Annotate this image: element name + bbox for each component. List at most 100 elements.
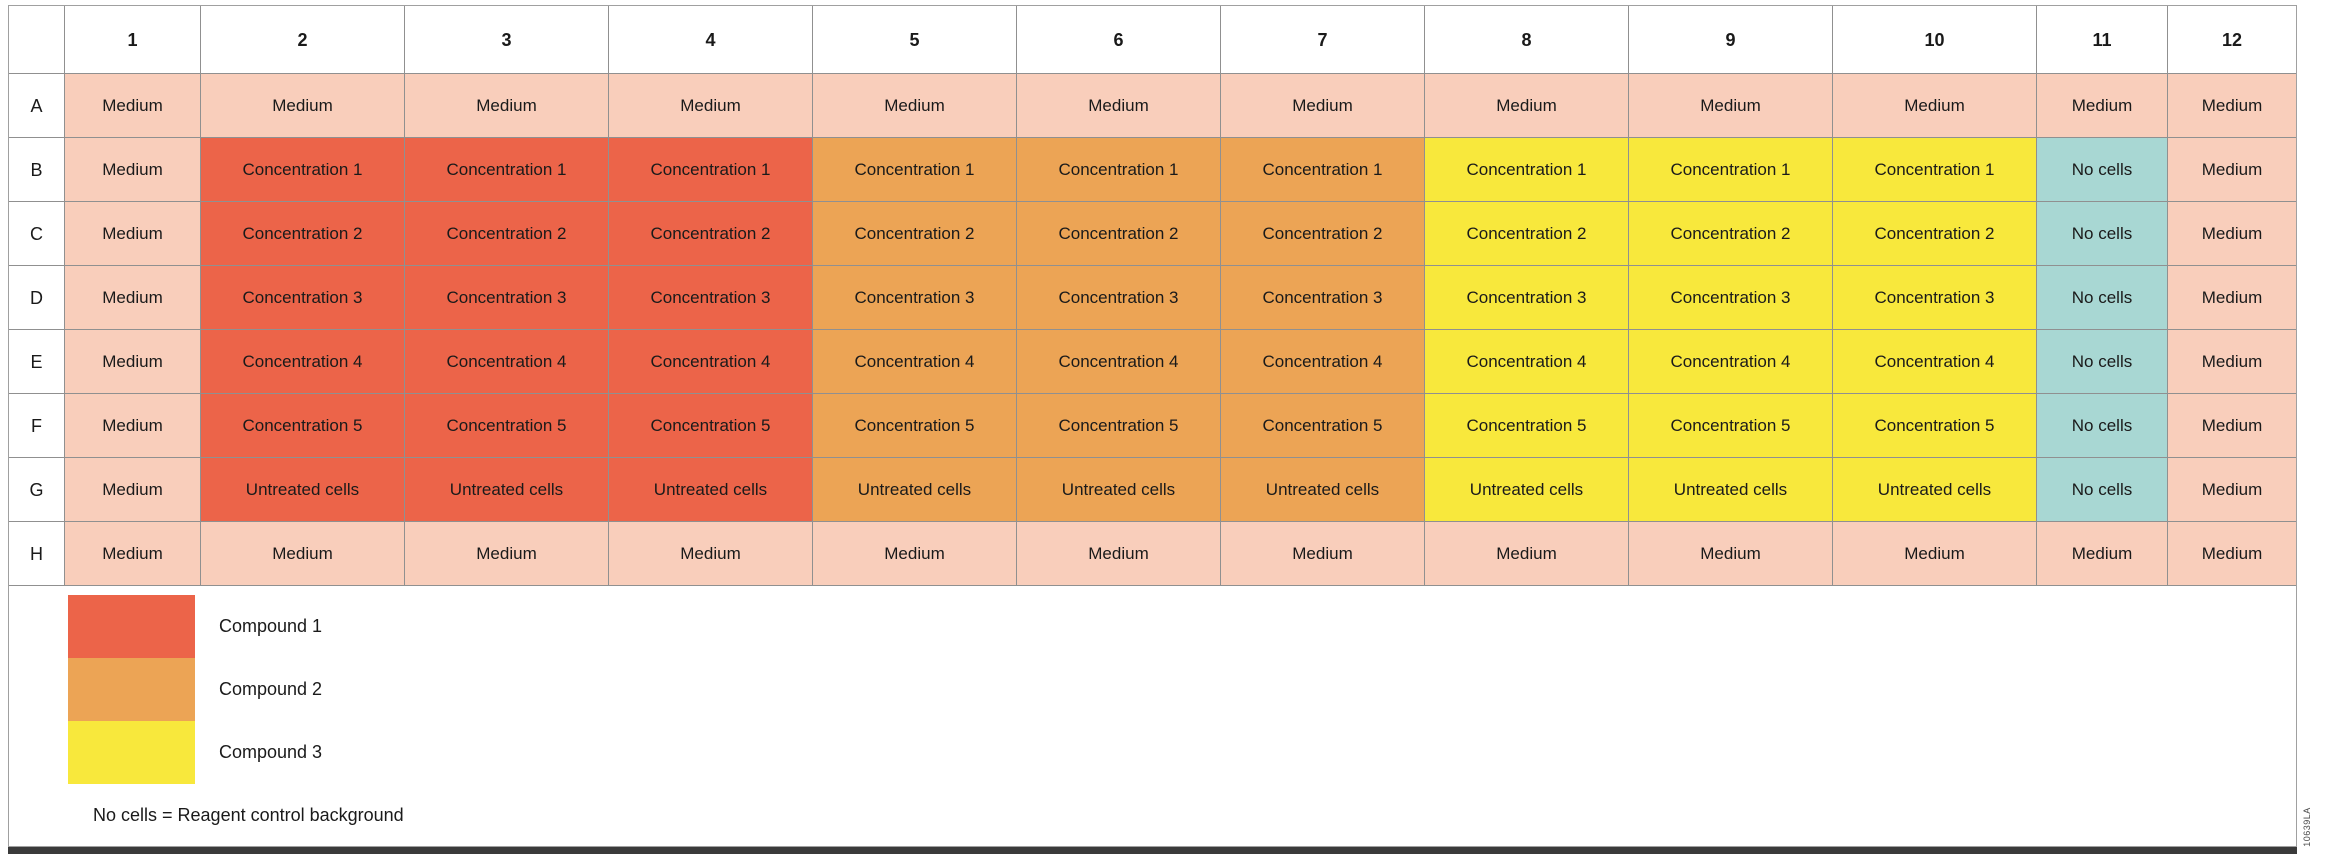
well-cell: Medium [1629, 522, 1832, 585]
row-header: F [9, 394, 64, 457]
well-cell: Concentration 2 [405, 202, 608, 265]
legend-swatch [68, 595, 195, 658]
legend-item: Compound 2 [68, 658, 322, 721]
well-cell: Concentration 1 [1221, 138, 1424, 201]
well-cell: Medium [1629, 74, 1832, 137]
well-cell: Untreated cells [1629, 458, 1832, 521]
well-cell: Medium [1833, 522, 2036, 585]
well-cell: Medium [405, 74, 608, 137]
well-cell: Concentration 4 [1221, 330, 1424, 393]
well-cell: No cells [2037, 330, 2167, 393]
row-header: C [9, 202, 64, 265]
well-cell: Medium [2037, 522, 2167, 585]
well-cell: Concentration 4 [813, 330, 1016, 393]
legend-swatch [68, 721, 195, 784]
well-cell: Medium [813, 74, 1016, 137]
well-cell: Medium [2168, 202, 2296, 265]
well-cell: Concentration 1 [1833, 138, 2036, 201]
legend-label: Compound 1 [219, 616, 323, 636]
well-cell: Medium [1425, 74, 1628, 137]
well-cell: Untreated cells [405, 458, 608, 521]
well-cell: Medium [2168, 138, 2296, 201]
well-cell: Untreated cells [1017, 458, 1220, 521]
well-cell: Medium [1017, 522, 1220, 585]
legend-item: Compound 3 [68, 721, 322, 784]
well-cell: Concentration 5 [1629, 394, 1832, 457]
well-cell: No cells [2037, 458, 2167, 521]
well-cell: Medium [65, 202, 200, 265]
well-cell: Concentration 2 [813, 202, 1016, 265]
well-cell: Medium [1833, 74, 2036, 137]
well-cell: Concentration 3 [609, 266, 812, 329]
well-cell: Medium [2168, 522, 2296, 585]
row-header: E [9, 330, 64, 393]
well-cell: Concentration 3 [1017, 266, 1220, 329]
row-header: D [9, 266, 64, 329]
well-cell: Untreated cells [1833, 458, 2036, 521]
corner-cell [9, 6, 64, 73]
well-cell: Medium [2168, 330, 2296, 393]
well-cell: Concentration 4 [1629, 330, 1832, 393]
well-cell: Medium [2168, 266, 2296, 329]
legend-label: Compound 3 [219, 742, 323, 762]
well-cell: Concentration 2 [609, 202, 812, 265]
legend: Compound 1 Compound 2 Compound 3 [68, 595, 322, 784]
plate-grid: 1 2 3 4 5 6 7 8 9 10 11 12 A Medium Medium Medium Medium… [9, 6, 2296, 586]
well-cell: Concentration 3 [1425, 266, 1628, 329]
well-cell: Concentration 4 [1425, 330, 1628, 393]
well-cell: Untreated cells [813, 458, 1016, 521]
well-cell: Untreated cells [1425, 458, 1628, 521]
well-cell: Medium [2168, 394, 2296, 457]
well-cell: No cells [2037, 266, 2167, 329]
well-cell: Concentration 1 [1629, 138, 1832, 201]
well-cell: Medium [1017, 74, 1220, 137]
well-cell: Medium [65, 266, 200, 329]
well-cell: Concentration 2 [1221, 202, 1424, 265]
well-cell: Concentration 2 [1425, 202, 1628, 265]
well-cell: Concentration 2 [201, 202, 404, 265]
well-cell: Medium [65, 74, 200, 137]
well-cell: Medium [405, 522, 608, 585]
well-cell: Concentration 2 [1017, 202, 1220, 265]
well-cell: Medium [201, 522, 404, 585]
bottom-bar [8, 847, 2297, 854]
column-header: 8 [1425, 6, 1628, 73]
well-cell: Concentration 3 [405, 266, 608, 329]
legend-note: No cells = Reagent control background [93, 805, 404, 825]
legend-item: Compound 1 [68, 595, 322, 658]
well-cell: Concentration 3 [1833, 266, 2036, 329]
well-cell: Medium [2168, 458, 2296, 521]
well-cell: Concentration 4 [201, 330, 404, 393]
well-cell: Concentration 1 [1017, 138, 1220, 201]
well-cell: Medium [609, 74, 812, 137]
plate-map-figure: 1 2 3 4 5 6 7 8 9 10 11 12 A Medium Medium Medium Medium… [8, 5, 2297, 847]
column-header: 9 [1629, 6, 1832, 73]
well-cell: Medium [813, 522, 1016, 585]
well-cell: No cells [2037, 202, 2167, 265]
column-header: 4 [609, 6, 812, 73]
figure-id: 10639LA [2302, 807, 2312, 847]
well-cell: Concentration 3 [813, 266, 1016, 329]
well-cell: Concentration 1 [1425, 138, 1628, 201]
well-cell: Untreated cells [201, 458, 404, 521]
well-cell: Concentration 3 [1629, 266, 1832, 329]
well-cell: Concentration 3 [1221, 266, 1424, 329]
column-header: 11 [2037, 6, 2167, 73]
well-cell: Concentration 5 [1833, 394, 2036, 457]
well-cell: Medium [2037, 74, 2167, 137]
well-cell: Medium [1221, 522, 1424, 585]
well-cell: Concentration 4 [1017, 330, 1220, 393]
well-cell: Concentration 1 [609, 138, 812, 201]
well-cell: Medium [1221, 74, 1424, 137]
well-cell: Concentration 1 [813, 138, 1016, 201]
legend-swatch [68, 658, 195, 721]
well-cell: Medium [609, 522, 812, 585]
well-cell: No cells [2037, 394, 2167, 457]
well-cell: Medium [65, 138, 200, 201]
well-cell: Medium [65, 330, 200, 393]
well-cell: No cells [2037, 138, 2167, 201]
well-cell: Concentration 2 [1833, 202, 2036, 265]
well-cell: Untreated cells [609, 458, 812, 521]
well-cell: Concentration 4 [609, 330, 812, 393]
well-cell: Medium [65, 458, 200, 521]
